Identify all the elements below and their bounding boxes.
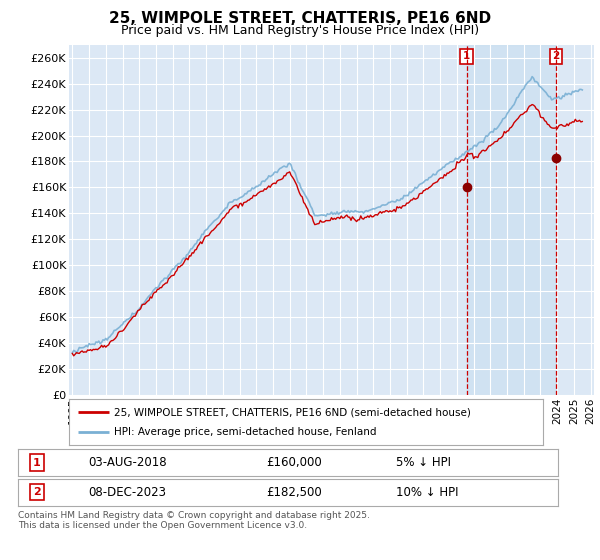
Text: 5% ↓ HPI: 5% ↓ HPI	[396, 456, 451, 469]
Text: 25, WIMPOLE STREET, CHATTERIS, PE16 6ND (semi-detached house): 25, WIMPOLE STREET, CHATTERIS, PE16 6ND …	[114, 407, 471, 417]
Text: HPI: Average price, semi-detached house, Fenland: HPI: Average price, semi-detached house,…	[114, 427, 377, 437]
Text: £160,000: £160,000	[266, 456, 322, 469]
Text: 1: 1	[463, 52, 470, 62]
Text: £182,500: £182,500	[266, 486, 322, 499]
Text: 1: 1	[33, 458, 41, 468]
Text: 2: 2	[33, 487, 41, 497]
Text: 03-AUG-2018: 03-AUG-2018	[88, 456, 167, 469]
Bar	[467, 45, 556, 395]
Text: 25, WIMPOLE STREET, CHATTERIS, PE16 6ND: 25, WIMPOLE STREET, CHATTERIS, PE16 6ND	[109, 11, 491, 26]
Text: 10% ↓ HPI: 10% ↓ HPI	[396, 486, 458, 499]
Text: Price paid vs. HM Land Registry's House Price Index (HPI): Price paid vs. HM Land Registry's House …	[121, 24, 479, 36]
Text: 08-DEC-2023: 08-DEC-2023	[88, 486, 166, 499]
Text: 2: 2	[553, 52, 560, 62]
Text: Contains HM Land Registry data © Crown copyright and database right 2025.
This d: Contains HM Land Registry data © Crown c…	[18, 511, 370, 530]
